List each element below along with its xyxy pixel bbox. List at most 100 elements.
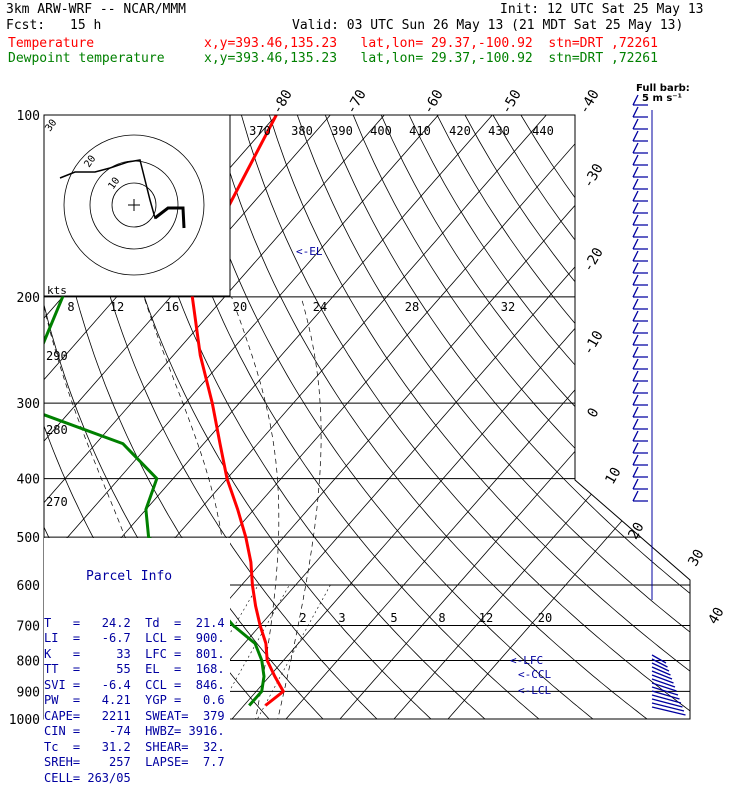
dry-adiabat-line [352, 115, 690, 719]
wind-barb [632, 430, 648, 442]
wind-barb [632, 166, 648, 178]
parcel-info-row: K = 33 LFC = 801. [44, 646, 225, 661]
isotherm-line [166, 115, 690, 719]
wind-barb [632, 238, 648, 250]
wind-barb [632, 442, 648, 454]
isotherm-tick-label: -60 [420, 87, 447, 117]
full-barb-title: Full barb: [636, 83, 690, 94]
mixing-ratio-tick-label: 24 [313, 300, 327, 314]
dry-adiabat-line [380, 115, 690, 719]
mixing-ratio-tick-label: 32 [501, 300, 515, 314]
isotherm-line [44, 115, 463, 719]
wind-barb [632, 310, 648, 322]
hodograph-trace-low [154, 206, 186, 229]
temperature-profile [190, 115, 285, 707]
wind-barb [651, 678, 676, 688]
isotherm-tick-label: -80 [269, 87, 296, 117]
mixing-ratio-line [250, 584, 331, 719]
dry-adiabat-line [129, 115, 500, 719]
theta-tick-label: 430 [488, 124, 510, 138]
wind-barb [651, 690, 680, 700]
pressure-tick-label: 500 [17, 531, 40, 546]
dry-adiabat-line [520, 115, 690, 719]
wind-barb [632, 190, 648, 202]
wind-barb [632, 262, 648, 274]
mixing-ratio-tick-label: 20 [538, 611, 552, 625]
dry-adiabat-line [492, 115, 690, 719]
level-marker-label: <-LCL [518, 684, 551, 697]
dewpoint-profile [44, 115, 266, 707]
wind-barb [632, 154, 648, 166]
isotherm-tick-label: 20 [625, 520, 647, 543]
mixing-ratio-tick-label: 28 [405, 300, 419, 314]
dry-adiabat-line [0, 115, 7, 732]
theta-tick-label: 440 [532, 124, 554, 138]
isotherm-line [44, 115, 355, 719]
parcel-info-row: SREH= 257 LAPSE= 7.7 [44, 755, 225, 769]
isotherm-tick-label: -20 [580, 245, 607, 275]
dry-adiabat-line [324, 115, 690, 719]
mixing-ratio-tick-label: 20 [233, 300, 247, 314]
wind-barb [632, 274, 648, 286]
wind-barb [651, 686, 679, 696]
wind-barb [632, 178, 648, 190]
moist-adiabat-line [274, 296, 322, 719]
full-barb-label: Full barb: 5 m s⁻¹ [636, 84, 690, 104]
theta-e-tick-label: 280 [46, 423, 68, 437]
parcel-info-row: CIN = -74 HWBZ= 3916. [44, 724, 225, 738]
parcel-info-row: TT = 55 EL = 168. [44, 662, 225, 676]
pressure-tick-label: 100 [17, 109, 40, 124]
full-barb-unit: 5 m s⁻¹ [642, 93, 682, 104]
wind-barb [632, 418, 648, 430]
isotherm-line [44, 115, 409, 719]
wind-barb [632, 106, 648, 118]
wind-barb [651, 698, 683, 708]
hodograph-units-label: kts [47, 284, 67, 297]
isotherm-tick-label: 0 [584, 405, 602, 420]
level-marker-label: <-LFC [510, 654, 543, 667]
theta-e-tick-label: 270 [46, 495, 68, 509]
valid-time: Valid: 03 UTC Sun 26 May 13 (21 MDT Sat … [292, 18, 684, 33]
theta-tick-label: 420 [449, 124, 471, 138]
dry-adiabat-line [436, 115, 690, 719]
isotherm-tick-label: 10 [602, 465, 624, 488]
pressure-tick-label: 1000 [9, 713, 40, 728]
isotherm-line [328, 115, 690, 719]
isotherm-tick-label: 30 [685, 547, 707, 570]
wind-barb [651, 694, 682, 704]
skewt-chart: kts1020301002003004005006007008009001000… [0, 87, 728, 732]
hodograph-center-mark [128, 199, 140, 211]
mixing-ratio-tick-label: 5 [390, 611, 397, 625]
fcst-value: 15 h [70, 18, 102, 33]
mixing-ratio-tick-label: 3 [338, 611, 345, 625]
parcel-info-row: PW = 4.21 YGP = 0.6 [44, 693, 225, 707]
mixing-ratio-tick-label: 8 [67, 300, 74, 314]
theta-tick-label: 400 [370, 124, 392, 138]
init-time: Init: 12 UTC Sat 25 May 13 [500, 2, 704, 17]
theta-tick-label: 370 [249, 124, 271, 138]
theta-tick-label: 380 [291, 124, 313, 138]
dewpoint-legend-label: Dewpoint temperature [8, 51, 165, 66]
isotherm-tick-label: 40 [705, 605, 727, 628]
dry-adiabat-line [213, 115, 665, 719]
wind-barb [632, 478, 648, 490]
model-title: 3km ARW-WRF -- NCAR/MMM [6, 2, 187, 17]
wind-barb [632, 334, 648, 346]
wind-barb [632, 226, 648, 238]
dry-adiabat-line [269, 115, 690, 719]
mixing-ratio-tick-label: 12 [110, 300, 124, 314]
dewpoint-legend-info: x,y=393.46,135.23 lat,lon= 29.37,-100.92… [204, 51, 658, 66]
parcel-info-row: SVI = -6.4 CCL = 846. [44, 677, 225, 692]
wind-barb [632, 118, 648, 130]
wind-barb [632, 322, 648, 334]
wind-barb [651, 666, 671, 676]
theta-tick-label: 390 [331, 124, 353, 138]
wind-barb [632, 346, 648, 358]
wind-barb [632, 466, 648, 478]
wind-barb [632, 454, 648, 466]
parcel-info-row: LI = -6.7 LCL = 900. [44, 631, 225, 645]
parcel-info-row: T = 24.2 Td = 21.4 [44, 615, 225, 630]
dry-adiabat-line [296, 115, 690, 719]
parcel-info-panel: Parcel Info T = 24.2 Td = 21.4 LI = -6.7 … [44, 538, 230, 802]
isotherm-tick-label: -70 [343, 87, 370, 117]
